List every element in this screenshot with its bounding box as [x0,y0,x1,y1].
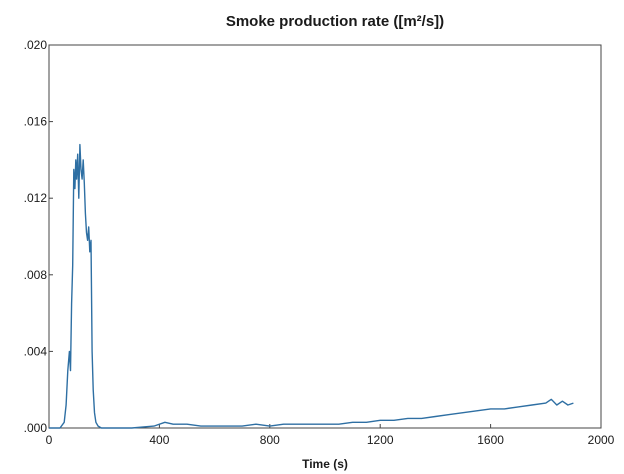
y-tick-label: .008 [24,268,48,282]
x-tick-label: 0 [46,433,53,447]
y-tick-label: .016 [24,115,48,129]
plot-area-border [48,44,602,429]
x-axis: 0 400 800 1200 1600 2000 [46,424,615,447]
x-tick-label: 1600 [477,433,504,447]
series-line [49,143,574,429]
x-axis-label: Time (s) [302,457,348,471]
x-tick-label: 800 [260,433,280,447]
y-tick-label: .012 [24,191,48,205]
x-tick-label: 400 [149,433,169,447]
y-tick-label: .020 [24,38,48,52]
y-tick-label: .000 [24,421,48,435]
x-tick-label: 2000 [588,433,615,447]
y-axis: .000 .004 .008 .012 .016 .020 [24,38,53,435]
chart-title: Smoke production rate ([m²/s]) [226,13,444,30]
y-tick-label: .004 [24,344,48,358]
x-tick-label: 1200 [367,433,394,447]
